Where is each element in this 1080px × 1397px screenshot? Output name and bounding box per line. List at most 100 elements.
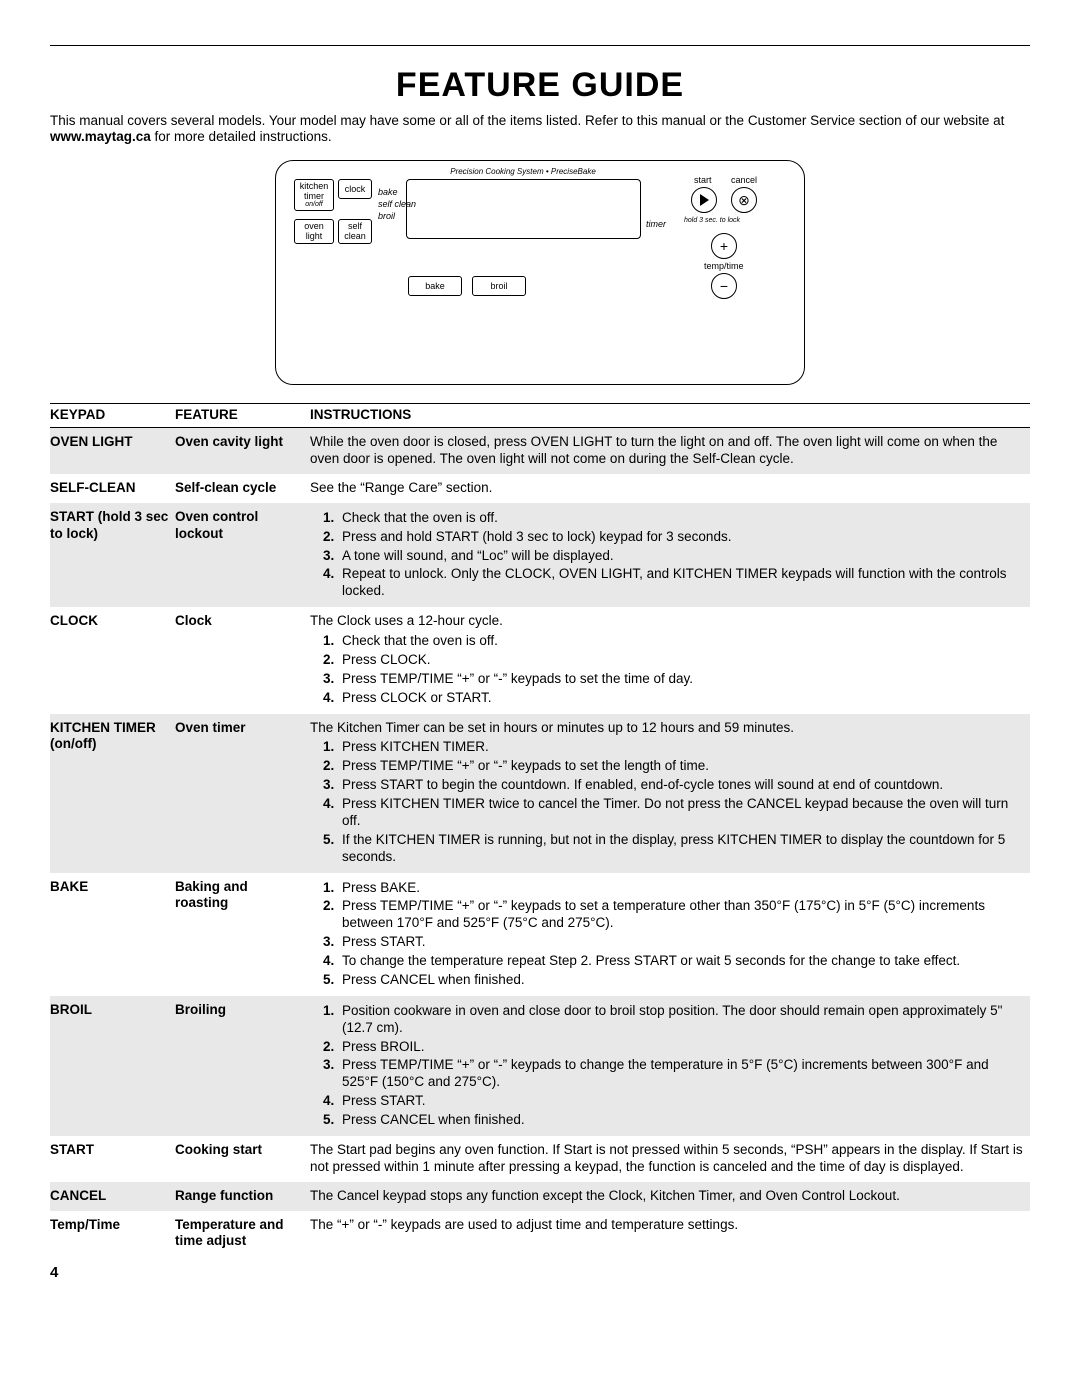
cell-instructions: The “+” or “-” keypads are used to adjus… <box>310 1211 1030 1257</box>
top-rule <box>50 45 1030 46</box>
btn-self-clean: self clean <box>338 219 372 244</box>
cell-feature: Self-clean cycle <box>175 474 310 503</box>
cell-keypad: SELF-CLEAN <box>50 474 175 503</box>
instruction-step: Press START to begin the countdown. If e… <box>338 776 1024 795</box>
cell-instructions: The Start pad begins any oven function. … <box>310 1136 1030 1182</box>
table-row: SELF-CLEANSelf-clean cycleSee the “Range… <box>50 474 1030 503</box>
play-icon <box>700 194 709 206</box>
cell-feature: Clock <box>175 607 310 713</box>
btn-kitchen-timer: kitchen timer on/off <box>294 179 334 211</box>
btn-clock: clock <box>338 179 372 199</box>
table-row: Temp/TimeTemperature and time adjustThe … <box>50 1211 1030 1257</box>
instruction-step: Check that the oven is off. <box>338 632 1024 651</box>
instruction-step: Press CLOCK. <box>338 651 1024 670</box>
instruction-step: If the KITCHEN TIMER is running, but not… <box>338 831 1024 867</box>
intro-paragraph: This manual covers several models. Your … <box>50 113 1030 147</box>
instruction-step: Press BAKE. <box>338 879 1024 898</box>
instruction-step: Press START. <box>338 933 1024 952</box>
instruction-text: While the oven door is closed, press OVE… <box>310 434 1024 468</box>
th-feature: FEATURE <box>175 404 310 428</box>
cell-instructions: The Kitchen Timer can be set in hours or… <box>310 714 1030 873</box>
cell-instructions: Position cookware in oven and close door… <box>310 996 1030 1136</box>
lbl-bake-mode: bake <box>378 187 398 198</box>
cell-feature: Cooking start <box>175 1136 310 1182</box>
table-row: BAKEBaking and roastingPress BAKE.Press … <box>50 873 1030 996</box>
lbl-hold-lock: hold 3 sec. to lock <box>684 217 740 226</box>
btn-oven-light: oven light <box>294 219 334 244</box>
btn-bake: bake <box>408 276 462 296</box>
instruction-lead: The Clock uses a 12-hour cycle. <box>310 613 1024 630</box>
instruction-lead: The Kitchen Timer can be set in hours or… <box>310 720 1024 737</box>
cell-feature: Oven timer <box>175 714 310 873</box>
cell-instructions: See the “Range Care” section. <box>310 474 1030 503</box>
table-row: BROILBroilingPosition cookware in oven a… <box>50 996 1030 1136</box>
th-instructions: INSTRUCTIONS <box>310 404 1030 428</box>
instruction-steps: Check that the oven is off.Press CLOCK. P… <box>310 632 1024 708</box>
table-row: STARTCooking startThe Start pad begins a… <box>50 1136 1030 1182</box>
btn-minus: − <box>711 273 737 299</box>
cell-keypad: CANCEL <box>50 1182 175 1211</box>
cell-feature: Temperature and time adjust <box>175 1211 310 1257</box>
intro-before: This manual covers several models. Your … <box>50 113 1004 128</box>
instruction-step: Press KITCHEN TIMER twice to cancel the … <box>338 795 1024 831</box>
lbl-cancel: cancel <box>731 175 757 186</box>
table-body: OVEN LIGHTOven cavity lightWhile the ove… <box>50 428 1030 1257</box>
lbl-broil-mode: broil <box>378 211 395 222</box>
btn-broil: broil <box>472 276 526 296</box>
instruction-steps: Position cookware in oven and close door… <box>310 1002 1024 1130</box>
instruction-text: The Start pad begins any oven function. … <box>310 1142 1024 1176</box>
table-row: OVEN LIGHTOven cavity lightWhile the ove… <box>50 428 1030 474</box>
instruction-steps: Press BAKE.Press TEMP/TIME “+” or “-” ke… <box>310 879 1024 990</box>
cell-instructions: Press BAKE.Press TEMP/TIME “+” or “-” ke… <box>310 873 1030 996</box>
instruction-step: A tone will sound, and “Loc” will be dis… <box>338 547 1024 566</box>
instruction-step: Press TEMP/TIME “+” or “-” keypads to se… <box>338 897 1024 933</box>
intro-after: for more detailed instructions. <box>151 129 332 144</box>
intro-url: www.maytag.ca <box>50 129 151 144</box>
cell-keypad: CLOCK <box>50 607 175 713</box>
cell-keypad: Temp/Time <box>50 1211 175 1257</box>
btn-plus: + <box>711 233 737 259</box>
instruction-steps: Check that the oven is off.Press and hol… <box>310 509 1024 601</box>
minus-icon: − <box>720 278 728 296</box>
instruction-text: The Cancel keypad stops any function exc… <box>310 1188 1024 1205</box>
page-title: FEATURE GUIDE <box>50 64 1030 107</box>
feature-table: KEYPAD FEATURE INSTRUCTIONS OVEN LIGHTOv… <box>50 403 1030 1256</box>
instruction-step: Press KITCHEN TIMER. <box>338 738 1024 757</box>
cell-keypad: BROIL <box>50 996 175 1136</box>
lbl-selfclean-mode: self clean <box>378 199 416 210</box>
instruction-step: Press and hold START (hold 3 sec to lock… <box>338 528 1024 547</box>
cell-keypad: KITCHEN TIMER (on/off) <box>50 714 175 873</box>
table-row: START (hold 3 sec to lock)Oven control l… <box>50 503 1030 607</box>
page-number: 4 <box>50 1264 1030 1299</box>
cell-keypad: BAKE <box>50 873 175 996</box>
instruction-steps: Press KITCHEN TIMER.Press TEMP/TIME “+” … <box>310 738 1024 866</box>
cancel-icon: ⊗ <box>738 192 750 210</box>
cell-feature: Baking and roasting <box>175 873 310 996</box>
instruction-step: Position cookware in oven and close door… <box>338 1002 1024 1038</box>
instruction-step: Press CANCEL when finished. <box>338 1111 1024 1130</box>
cell-instructions: The Clock uses a 12-hour cycle. Check tha… <box>310 607 1030 713</box>
cell-feature: Oven cavity light <box>175 428 310 474</box>
instruction-step: To change the temperature repeat Step 2.… <box>338 952 1024 971</box>
cell-instructions: While the oven door is closed, press OVE… <box>310 428 1030 474</box>
table-row: CLOCKClockThe Clock uses a 12-hour cycle… <box>50 607 1030 713</box>
instruction-step: Press BROIL. <box>338 1038 1024 1057</box>
lbl-start: start <box>694 175 712 186</box>
table-row: CANCELRange functionThe Cancel keypad st… <box>50 1182 1030 1211</box>
instruction-step: Press CLOCK or START. <box>338 689 1024 708</box>
btn-start-round <box>691 187 717 213</box>
cell-feature: Oven control lockout <box>175 503 310 607</box>
instruction-step: Press CANCEL when finished. <box>338 971 1024 990</box>
lbl-temp-time: temp/time <box>704 261 744 272</box>
th-keypad: KEYPAD <box>50 404 175 428</box>
cell-keypad: START (hold 3 sec to lock) <box>50 503 175 607</box>
control-panel-diagram: Precision Cooking System • PreciseBake k… <box>50 160 1030 385</box>
instruction-step: Press START. <box>338 1092 1024 1111</box>
lbl-timer: timer <box>646 219 666 230</box>
cell-feature: Range function <box>175 1182 310 1211</box>
instruction-text: See the “Range Care” section. <box>310 480 1024 497</box>
instruction-text: The “+” or “-” keypads are used to adjus… <box>310 1217 1024 1234</box>
panel-display <box>406 179 641 239</box>
instruction-step: Repeat to unlock. Only the CLOCK, OVEN L… <box>338 565 1024 601</box>
cell-instructions: The Cancel keypad stops any function exc… <box>310 1182 1030 1211</box>
